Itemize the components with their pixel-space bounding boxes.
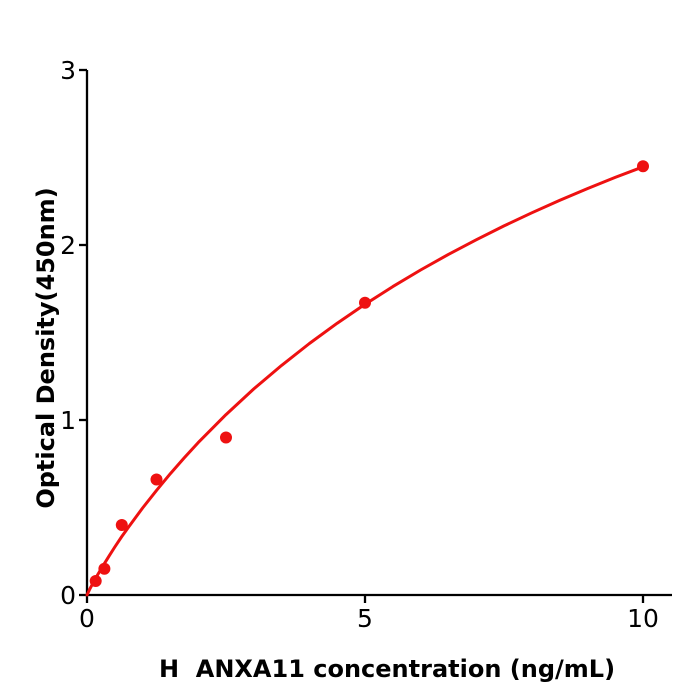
data-point [220, 431, 232, 444]
data-point [98, 562, 111, 575]
data-point [150, 473, 163, 486]
x-tick-label: 0 [79, 604, 95, 633]
data-point [637, 160, 649, 173]
x-tick-label: 10 [627, 604, 659, 633]
data-point [115, 519, 128, 531]
data-point [89, 575, 102, 587]
data-point [359, 296, 371, 309]
y-axis-title: Optical Density(450nm) [32, 187, 60, 509]
y-tick-label: 2 [60, 231, 76, 260]
y-tick-label: 3 [60, 56, 76, 85]
x-tick-label: 5 [357, 604, 373, 633]
fit-curve [85, 165, 645, 597]
y-tick-label: 1 [60, 406, 76, 435]
x-axis-title: H ANXA11 concentration (ng/mL) [158, 655, 616, 683]
y-tick-label: 0 [60, 581, 76, 610]
